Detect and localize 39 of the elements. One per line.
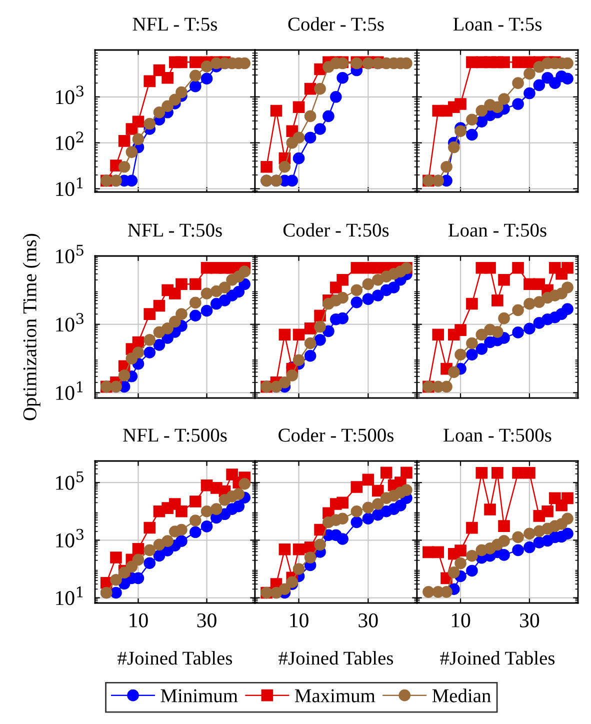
point: [314, 82, 326, 95]
x-tick-label: 30: [520, 613, 540, 628]
y-tick-label: 10$^{5}$: [56, 244, 84, 264]
y-tick-label: 10$^{3}$: [56, 86, 84, 104]
x-tick-label: 10: [130, 613, 148, 628]
chart-title: Loan - T:500s: [444, 428, 552, 442]
chart-title: Coder - T:500s: [278, 428, 394, 442]
legend-label: Minimum: [160, 689, 238, 702]
point: [278, 160, 291, 173]
chart-title: Coder - T:5s: [288, 17, 384, 31]
chart-title: NFL - T:500s: [123, 428, 227, 442]
y-tick-label: 10$^{3}$: [56, 528, 84, 548]
x-axis-title: #Joined Tables: [440, 651, 555, 665]
chart-title: Loan - T:50s: [448, 224, 546, 237]
x-tick-label: 30: [197, 613, 216, 628]
y-tick-label: 10$^{1}$: [56, 381, 82, 400]
point: [270, 104, 282, 117]
y-tick-label: 10$^{5}$: [56, 471, 84, 490]
y-tick-label: 10$^{1}$: [56, 586, 82, 606]
point: [314, 123, 326, 135]
x-tick-label: 10: [452, 613, 470, 628]
y-axis-title: Optimization Time (ms): [22, 234, 40, 420]
legend-label: Median: [432, 688, 491, 702]
x-axis-title: #Joined Tables: [278, 651, 394, 665]
point: [322, 110, 334, 122]
x-axis-title: #Joined Tables: [118, 651, 232, 665]
chart-title: NFL - T:5s: [132, 18, 218, 31]
y-tick-label: 10$^{1}$: [56, 177, 82, 196]
legend-label: Maximum: [294, 689, 376, 702]
x-tick-label: 30: [358, 613, 378, 628]
y-tick-label: 10$^{3}$: [56, 313, 84, 332]
point: [260, 160, 272, 173]
chart-title: Loan - T:5s: [453, 18, 542, 31]
x-tick-label: 10: [290, 613, 308, 628]
point: [304, 110, 316, 122]
point: [304, 132, 316, 144]
chart-title: Coder - T:50s: [283, 223, 389, 237]
y-tick-label: 10$^{2}$: [56, 132, 84, 150]
chart-title: NFL - T:50s: [128, 224, 222, 237]
